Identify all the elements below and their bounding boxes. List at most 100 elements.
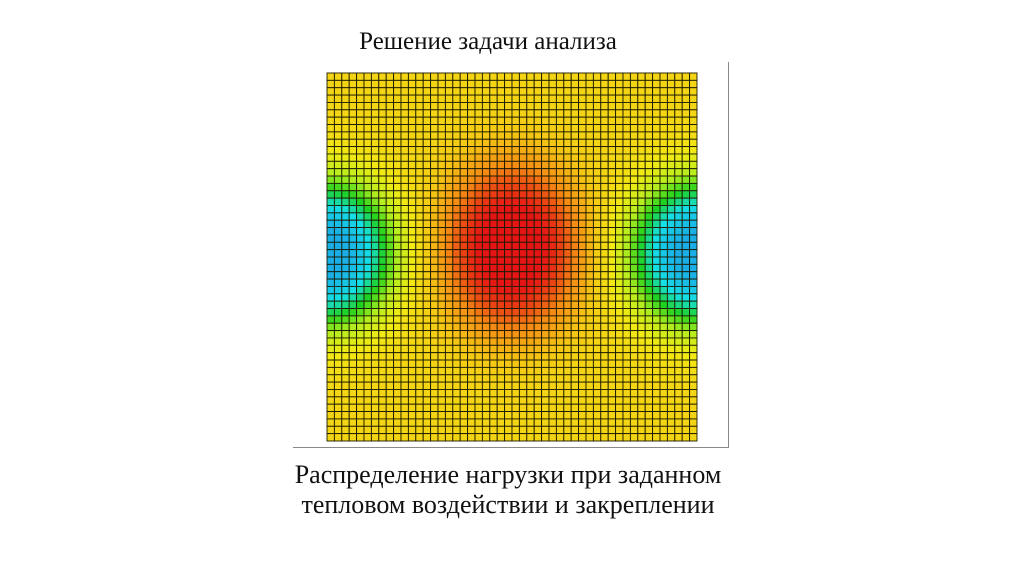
mesh-cell [637, 138, 646, 148]
mesh-cell [504, 308, 513, 317]
mesh-cell [452, 241, 461, 251]
mesh-cell [629, 109, 639, 118]
mesh-cell [459, 337, 469, 346]
mesh-cell [341, 381, 350, 390]
caption-line-1: Распределение нагрузки при заданном [294, 460, 722, 489]
mesh-cell [600, 359, 609, 368]
mesh-cell [548, 352, 557, 361]
mesh-cell [348, 153, 358, 162]
mesh-cell [563, 101, 572, 111]
mesh-cell [474, 366, 483, 376]
mesh-cell [666, 322, 676, 332]
mesh-cell [674, 308, 683, 317]
mesh-cell [666, 146, 676, 155]
mesh-cell [578, 396, 587, 405]
mesh-cell [578, 109, 587, 118]
mesh-cell [652, 322, 661, 332]
mesh-cell [615, 300, 624, 309]
mesh-cell [415, 315, 424, 324]
mesh-cell [422, 403, 432, 413]
mesh-cell [430, 94, 439, 103]
mesh-cell [518, 72, 528, 81]
mesh-cell [437, 366, 446, 376]
mesh-cell [356, 285, 365, 295]
mesh-cell [511, 300, 520, 309]
mesh-cell [592, 109, 602, 118]
mesh-cell [496, 344, 506, 354]
mesh-cell [615, 124, 624, 133]
mesh-cell [541, 293, 550, 302]
mesh-cell [681, 315, 691, 324]
mesh-cell [585, 359, 594, 368]
mesh-cell [637, 403, 646, 413]
mesh-cell [511, 160, 520, 170]
mesh-cell [570, 381, 580, 390]
mesh-cell [541, 249, 550, 258]
mesh-cell [629, 396, 639, 405]
mesh-cell [548, 175, 557, 184]
mesh-cell [533, 175, 543, 184]
mesh-cell [511, 344, 520, 354]
mesh-cell [481, 190, 491, 199]
mesh-cell [674, 330, 683, 339]
mesh-cell [444, 433, 454, 442]
mesh-cell [481, 72, 491, 81]
mesh-cell [437, 94, 446, 103]
mesh-cell [689, 433, 698, 442]
mesh-cell [496, 227, 506, 236]
mesh-cell [459, 212, 469, 221]
mesh-cell [504, 197, 513, 206]
mesh-cell [541, 322, 550, 332]
mesh-cell [644, 79, 654, 89]
mesh-cell [444, 241, 454, 251]
mesh-cell [415, 352, 424, 361]
mesh-cell [526, 212, 535, 221]
mesh-cell [481, 212, 491, 221]
mesh-cell [689, 418, 698, 427]
mesh-cell [467, 381, 476, 390]
mesh-cell [452, 116, 461, 125]
mesh-cell [652, 138, 661, 148]
mesh-cell [489, 263, 498, 273]
mesh-cell [333, 389, 343, 398]
mesh-cell [533, 212, 543, 221]
mesh-cell [496, 403, 506, 413]
mesh-cell [422, 197, 432, 206]
mesh-cell [341, 182, 350, 192]
mesh-cell [481, 175, 491, 184]
mesh-cell [474, 308, 483, 317]
mesh-cell [363, 160, 372, 170]
mesh-cell [378, 219, 387, 229]
mesh-cell [400, 418, 409, 427]
mesh-cell [689, 160, 698, 170]
mesh-cell [533, 168, 543, 177]
mesh-cell [666, 205, 676, 214]
mesh-cell [363, 278, 372, 287]
mesh-cell [689, 249, 698, 258]
mesh-cell [644, 263, 654, 273]
mesh-cell [489, 300, 498, 309]
mesh-cell [689, 285, 698, 295]
mesh-cell [452, 219, 461, 229]
mesh-cell [356, 337, 365, 346]
mesh-cell [467, 101, 476, 111]
mesh-cell [326, 263, 335, 273]
mesh-cell [578, 249, 587, 258]
mesh-cell [578, 190, 587, 199]
mesh-cell [637, 168, 646, 177]
mesh-cell [518, 293, 528, 302]
mesh-cell [489, 366, 498, 376]
mesh-cell [570, 389, 580, 398]
mesh-cell [622, 381, 631, 390]
mesh-cell [585, 212, 594, 221]
mesh-cell [430, 227, 439, 236]
mesh-cell [585, 168, 594, 177]
mesh-cell [496, 411, 506, 420]
mesh-cell [578, 403, 587, 413]
mesh-cell [681, 160, 691, 170]
mesh-cell [474, 182, 483, 192]
mesh-cell [644, 160, 654, 170]
mesh-cell [356, 190, 365, 199]
mesh-cell [563, 263, 572, 273]
mesh-cell [415, 212, 424, 221]
